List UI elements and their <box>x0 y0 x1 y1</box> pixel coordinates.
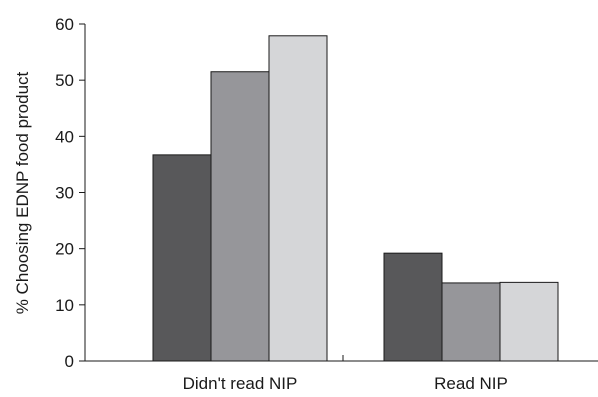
x-category-label: Didn't read NIP <box>183 374 298 393</box>
y-axis-title: % Choosing EDNP food product <box>13 71 32 314</box>
y-tick-label: 20 <box>55 240 74 259</box>
y-tick-label: 60 <box>55 15 74 34</box>
bar-2-series-1 <box>383 252 443 362</box>
y-tick-label: 0 <box>65 352 74 371</box>
bar-2-series-2 <box>441 282 501 362</box>
y-tick-label: 50 <box>55 71 74 90</box>
x-labels-group: Didn't read NIP Read NIP <box>183 374 508 393</box>
y-ticks-group: 0 10 20 30 40 50 60 <box>55 15 85 371</box>
bar-1-series-3 <box>268 35 328 362</box>
bar-1-series-1 <box>152 154 212 362</box>
bar-1-series-2 <box>210 71 270 362</box>
y-tick-label: 40 <box>55 127 74 146</box>
y-tick-label: 10 <box>55 296 74 315</box>
bars-group <box>152 35 559 362</box>
bar-2-series-3 <box>499 281 559 362</box>
y-tick-label: 30 <box>55 184 74 203</box>
x-category-label: Read NIP <box>434 374 508 393</box>
